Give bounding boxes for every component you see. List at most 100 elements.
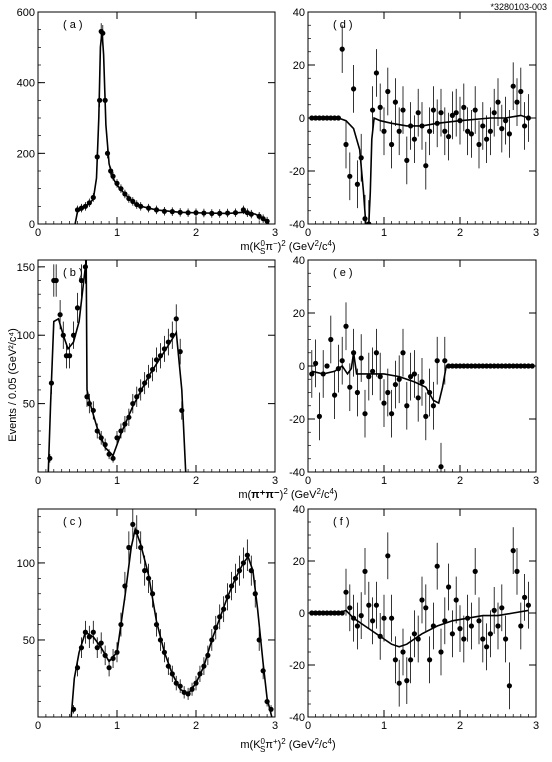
- data-point: [94, 428, 100, 434]
- data-point: [130, 198, 136, 204]
- data-point: [260, 216, 266, 222]
- figure-id: *3280103-003: [490, 2, 547, 12]
- data-point: [209, 210, 215, 216]
- data-point: [389, 411, 395, 417]
- data-point: [209, 637, 215, 643]
- data-point: [98, 435, 104, 441]
- data-point: [423, 413, 429, 419]
- data-point: [373, 602, 379, 608]
- data-point: [106, 451, 112, 457]
- data-point: [240, 207, 246, 213]
- data-point: [487, 128, 493, 134]
- data-point: [225, 594, 231, 600]
- data-point: [495, 363, 501, 369]
- data-point: [138, 203, 144, 209]
- data-point: [122, 191, 128, 197]
- data-point: [316, 413, 322, 419]
- data-point: [503, 363, 509, 369]
- data-point: [453, 110, 459, 116]
- y-tick-label: 20: [293, 556, 305, 568]
- data-point: [522, 594, 528, 601]
- y-tick-label: 20: [293, 308, 305, 320]
- x-tick-label: 2: [193, 475, 199, 487]
- x-tick-label: 1: [381, 475, 387, 487]
- data-point: [324, 115, 330, 121]
- data-point: [189, 686, 195, 692]
- data-point: [324, 363, 330, 369]
- data-point: [70, 332, 77, 338]
- data-point: [197, 671, 203, 677]
- data-point: [90, 629, 96, 635]
- data-point: [232, 575, 239, 581]
- data-point: [358, 355, 364, 361]
- data-point: [518, 623, 524, 629]
- x-tick-label: 1: [381, 720, 387, 732]
- data-point: [313, 360, 319, 366]
- data-point: [173, 316, 179, 322]
- data-point: [328, 115, 334, 121]
- data-point: [309, 610, 315, 616]
- data-point: [332, 610, 338, 616]
- data-point: [408, 374, 414, 380]
- data-point: [453, 597, 459, 603]
- data-point: [427, 657, 433, 663]
- data-point: [138, 544, 144, 551]
- data-point: [400, 649, 406, 655]
- data-point: [240, 560, 246, 566]
- data-point: [146, 373, 152, 379]
- data-point: [256, 637, 262, 643]
- data-point: [217, 614, 223, 620]
- data-point: [430, 403, 436, 409]
- data-point: [201, 663, 207, 669]
- data-point: [351, 615, 357, 621]
- data-point: [157, 353, 164, 359]
- data-point: [86, 634, 92, 640]
- data-point: [461, 363, 467, 369]
- data-point: [525, 363, 532, 369]
- data-point: [484, 363, 490, 369]
- y-tick-label: 0: [299, 361, 305, 373]
- data-point: [503, 636, 509, 642]
- data-point: [157, 637, 164, 643]
- data-point: [213, 625, 219, 631]
- data-point: [142, 380, 148, 386]
- y-tick-label: -40: [289, 712, 305, 724]
- data-point: [335, 115, 341, 121]
- panel-e: 0 1 2 3 -40 -20 0 20 40 ( e ): [289, 255, 539, 487]
- data-point: [476, 141, 482, 148]
- data-point: [415, 636, 421, 642]
- panel-c: 0 1 2 3 50 100 ( c ): [17, 508, 278, 732]
- data-point: [185, 691, 191, 697]
- data-point: [392, 99, 398, 105]
- y-tick-label: 600: [17, 7, 35, 19]
- data-point: [225, 210, 231, 216]
- data-point: [472, 107, 478, 113]
- data-point: [373, 350, 379, 356]
- data-point: [118, 428, 124, 434]
- data-point: [411, 371, 417, 377]
- data-point: [47, 455, 53, 461]
- x-tick-label: 0: [35, 720, 41, 732]
- data-point: [221, 606, 227, 612]
- y-tick-label: 40: [293, 255, 305, 267]
- data-point: [461, 104, 467, 110]
- data-point: [161, 346, 167, 352]
- panel-e-plot: [309, 302, 535, 472]
- data-point: [487, 363, 493, 369]
- data-point: [90, 407, 96, 414]
- x-tick-label: 0: [305, 227, 311, 239]
- data-point: [423, 163, 429, 169]
- data-point: [110, 455, 116, 461]
- fit-curve: [74, 31, 270, 224]
- x-axis-label-middle: m(π⁺π⁻)2 (GeV2/c4): [238, 487, 337, 501]
- data-point: [57, 312, 63, 318]
- y-tick-label: 100: [17, 330, 35, 342]
- data-point: [419, 597, 425, 603]
- data-point: [514, 568, 520, 575]
- data-point: [98, 640, 104, 646]
- data-point: [328, 336, 334, 343]
- data-point: [476, 363, 482, 369]
- data-point: [370, 107, 376, 113]
